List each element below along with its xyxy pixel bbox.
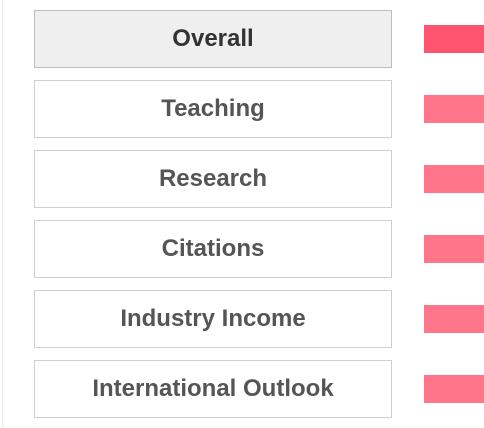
tab-button[interactable]: Teaching — [34, 80, 392, 138]
tab-button[interactable]: Overall — [34, 10, 392, 68]
tab-button[interactable]: International Outlook — [34, 360, 392, 418]
score-bar — [424, 95, 484, 123]
tab-button[interactable]: Citations — [34, 220, 392, 278]
tab-button[interactable]: Industry Income — [34, 290, 392, 348]
score-bar — [424, 25, 484, 53]
score-bar — [424, 165, 484, 193]
score-bar — [424, 235, 484, 263]
score-bar — [424, 305, 484, 333]
score-bar — [424, 375, 484, 403]
tab-button[interactable]: Research — [34, 150, 392, 208]
divider — [2, 0, 3, 428]
